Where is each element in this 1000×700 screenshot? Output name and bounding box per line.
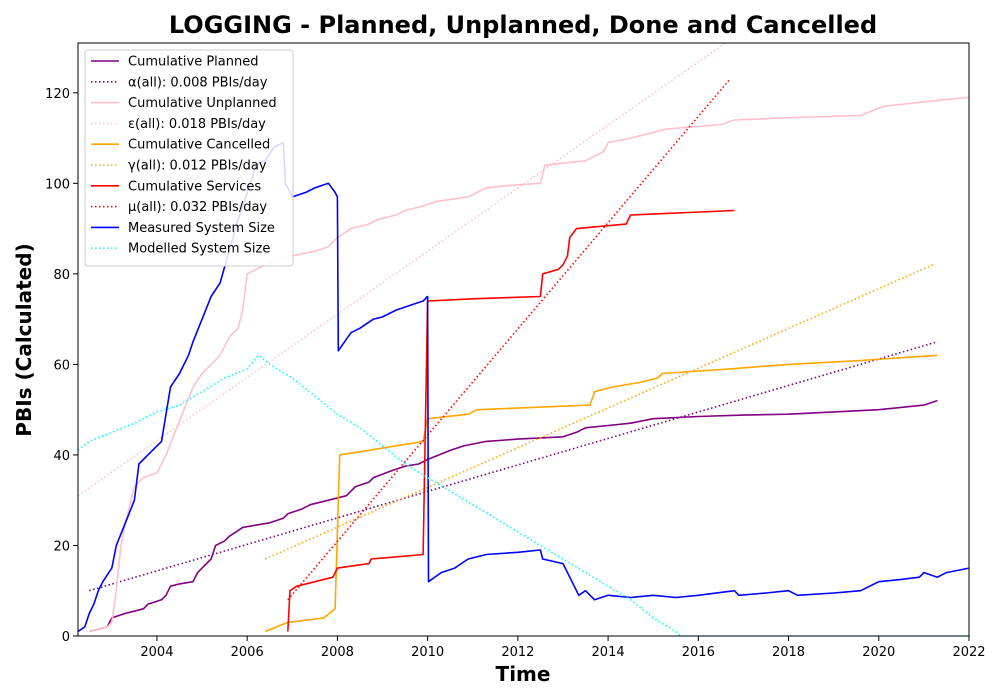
legend-label-modelled-system-size: Modelled System Size <box>128 242 270 257</box>
y-tick-label: 20 <box>53 539 70 554</box>
x-tick-label: 2006 <box>231 645 264 660</box>
series-line-cumulative-planned <box>89 399 938 633</box>
x-tick-label: 2020 <box>862 645 895 660</box>
plot-lines <box>78 43 969 636</box>
series-line-measured-system-size <box>78 141 969 633</box>
x-axis: 2004 2006 2008 2010 2012 2014 2016 2018 2020 2022 <box>140 636 986 660</box>
x-tick-label: 2018 <box>772 645 805 660</box>
y-tick-label: 0 <box>62 630 70 645</box>
x-tick-label: 2016 <box>682 645 715 660</box>
legend-label-cumulative-unplanned: Cumulative Unplanned <box>128 96 277 111</box>
legend-label-all-0-012-pbis-day: γ(all): 0.012 PBIs/day <box>128 159 267 174</box>
series-line-all-0-012-pbis-day <box>264 264 934 560</box>
legend-label-all-0-008-pbis-day: α(all): 0.008 PBIs/day <box>128 75 268 90</box>
legend-label-cumulative-cancelled: Cumulative Cancelled <box>128 138 270 153</box>
y-axis: 0 20 40 60 80 100 120 <box>45 87 78 645</box>
x-axis-label: Time <box>496 662 551 686</box>
series-line-cumulative-unplanned <box>89 96 969 633</box>
x-tick-label: 2004 <box>140 645 173 660</box>
x-tick-label: 2022 <box>952 645 985 660</box>
y-axis-label: PBIs (Calculated) <box>12 243 36 436</box>
legend-label-all-0-032-pbis-day: μ(all): 0.032 PBIs/day <box>128 200 267 215</box>
series-line-all-0-008-pbis-day <box>89 341 938 592</box>
legend-box <box>84 49 294 267</box>
series-line-modelled-system-size <box>78 354 969 636</box>
legend-label-all-0-018-pbis-day: ε(all): 0.018 PBIs/day <box>128 117 266 132</box>
y-tick-label: 100 <box>45 177 70 192</box>
series-line-all-0-032-pbis-day <box>287 78 731 601</box>
x-tick-label: 2008 <box>321 645 354 660</box>
legend: Cumulative Planned α(all): 0.008 PBIs/day… <box>84 49 294 267</box>
chart-title: LOGGING - Planned, Unplanned, Done and C… <box>169 11 877 39</box>
x-tick-label: 2010 <box>411 645 444 660</box>
series-line-cumulative-services <box>287 209 735 632</box>
legend-label-cumulative-services: Cumulative Services <box>128 179 261 194</box>
y-tick-label: 60 <box>53 358 70 373</box>
series-line-cumulative-cancelled <box>264 354 938 633</box>
y-tick-label: 80 <box>53 268 70 283</box>
y-tick-label: 40 <box>53 449 70 464</box>
legend-label-measured-system-size: Measured System Size <box>128 221 275 236</box>
x-tick-label: 2014 <box>592 645 625 660</box>
legend-label-cumulative-planned: Cumulative Planned <box>128 55 258 70</box>
y-tick-label: 120 <box>45 87 70 102</box>
x-tick-label: 2012 <box>501 645 534 660</box>
plot-frame <box>77 42 970 637</box>
